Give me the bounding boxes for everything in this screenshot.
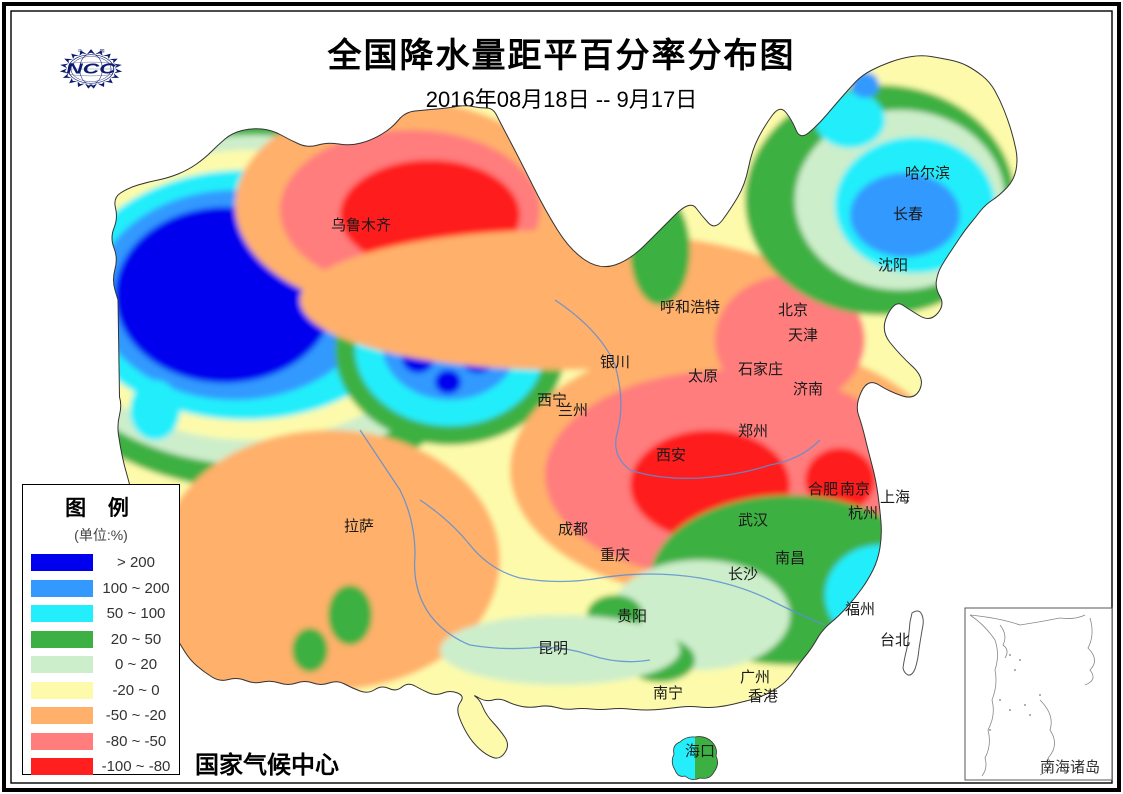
svg-text:长沙: 长沙 — [728, 566, 758, 583]
svg-text:北京: 北京 — [778, 302, 808, 319]
svg-text:济南: 济南 — [793, 381, 823, 398]
svg-text:海口: 海口 — [685, 743, 715, 760]
svg-text:郑州: 郑州 — [738, 423, 768, 440]
svg-text:台北: 台北 — [880, 632, 910, 649]
svg-text:南昌: 南昌 — [775, 550, 805, 567]
svg-text:福州: 福州 — [845, 601, 875, 618]
svg-text:兰州: 兰州 — [558, 402, 588, 419]
svg-text:太原: 太原 — [688, 368, 718, 385]
svg-text:南宁: 南宁 — [653, 685, 683, 702]
svg-text:银川: 银川 — [600, 354, 630, 371]
svg-text:石家庄: 石家庄 — [738, 360, 783, 378]
svg-text:拉萨: 拉萨 — [344, 518, 374, 535]
svg-text:武汉: 武汉 — [738, 512, 768, 529]
svg-text:NCC: NCC — [66, 61, 116, 77]
svg-text:广州: 广州 — [740, 669, 770, 686]
svg-text:哈尔滨: 哈尔滨 — [905, 165, 950, 182]
svg-text:长春: 长春 — [893, 206, 923, 223]
svg-text:南京: 南京 — [840, 481, 870, 498]
svg-text:中: 中 — [77, 48, 82, 53]
svg-text:合肥: 合肥 — [808, 481, 838, 498]
svg-text:南海诸岛: 南海诸岛 — [1040, 759, 1100, 776]
svg-text:香港: 香港 — [748, 688, 778, 705]
svg-text:杭州: 杭州 — [848, 505, 878, 522]
svg-text:沈阳: 沈阳 — [878, 257, 908, 274]
svg-text:贵阳: 贵阳 — [617, 608, 647, 625]
svg-text:乌鲁木齐: 乌鲁木齐 — [331, 217, 391, 234]
svg-text:上海: 上海 — [880, 489, 910, 506]
svg-text:呼和浩特: 呼和浩特 — [660, 299, 720, 316]
svg-text:天津: 天津 — [788, 327, 818, 344]
svg-text:重庆: 重庆 — [600, 547, 630, 564]
svg-text:成都: 成都 — [558, 521, 588, 538]
svg-text:昆明: 昆明 — [538, 640, 568, 657]
svg-text:西安: 西安 — [656, 447, 686, 464]
